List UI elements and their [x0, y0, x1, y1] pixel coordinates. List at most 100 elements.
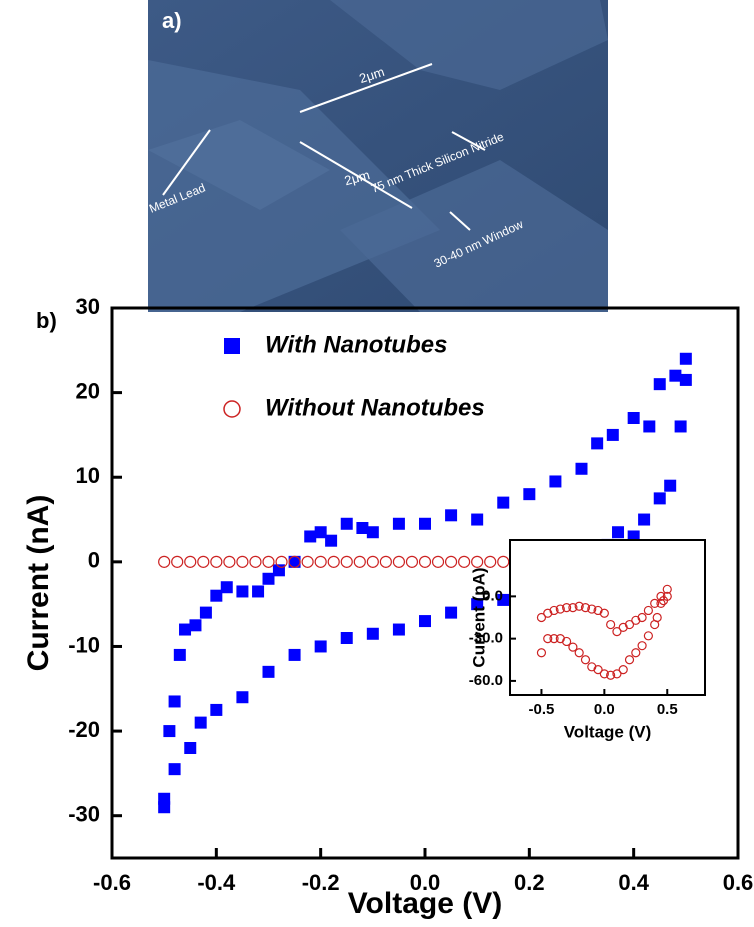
arrows [162, 63, 486, 231]
x-tick-label: 0.5 [657, 701, 678, 718]
data-point [314, 526, 327, 539]
data-point [210, 703, 223, 716]
data-point [612, 669, 622, 679]
data-point [549, 605, 559, 616]
data-point [658, 595, 669, 606]
y-tick-label: 10 [76, 463, 100, 488]
data-point [168, 695, 181, 708]
data-point [366, 627, 379, 640]
data-point [656, 598, 666, 609]
data-point [618, 665, 628, 675]
data-point [637, 612, 647, 623]
data-point [650, 619, 660, 630]
data-point [679, 352, 692, 365]
data-point [653, 378, 666, 391]
data-point [568, 642, 578, 652]
data-point [574, 648, 584, 658]
panel-a: a) 2μm 2μm Metal Lead 75 nm Thick Silico… [147, 0, 608, 312]
data-point [643, 420, 656, 433]
x-tick-label: -0.4 [197, 870, 236, 895]
data-point [612, 526, 625, 539]
plot-frame [509, 539, 706, 696]
data-point [653, 492, 666, 505]
legend-marker [223, 400, 241, 418]
x-tick-label: -0.6 [93, 870, 131, 895]
data-point [523, 488, 536, 501]
data-point [638, 513, 651, 526]
data-point [288, 555, 301, 568]
data-point [536, 612, 547, 623]
data-point [194, 716, 207, 729]
y-tick-label: 0.0 [482, 587, 503, 604]
data-point [471, 598, 484, 611]
y-tick-label: 0 [88, 548, 100, 573]
y-tick-label: -60.0 [469, 672, 503, 689]
data-point [650, 598, 660, 609]
data-point [591, 437, 604, 450]
y-tick-label: -20 [68, 717, 100, 742]
x-axis-title: Voltage (V) [564, 722, 652, 741]
data-point [431, 555, 445, 568]
data-point [304, 530, 317, 543]
data-point [314, 640, 327, 653]
y-tick-label: 20 [76, 378, 100, 403]
data-point [405, 555, 419, 568]
legend-label: With Nanotubes [265, 331, 447, 358]
x-axis-title: Voltage (V) [348, 887, 502, 920]
data-point [599, 608, 609, 618]
x-tick-label: 0.0 [410, 870, 441, 895]
data-point [580, 655, 591, 665]
data-point [327, 555, 340, 568]
y-tick-label: -30.0 [469, 630, 503, 647]
data-point [606, 670, 616, 680]
data-point [631, 648, 641, 658]
annotation: 2μm [343, 167, 372, 188]
y-tick-label: 30 [76, 294, 100, 319]
data-point [392, 623, 405, 636]
data-point [184, 742, 197, 754]
data-point [171, 555, 184, 568]
x-tick-label: 0.0 [594, 701, 615, 718]
data-point [236, 585, 249, 598]
data-point [624, 655, 635, 665]
data-point [353, 555, 366, 568]
data-point [210, 589, 223, 602]
data-point [606, 428, 619, 441]
data-point [549, 634, 559, 644]
data-point [249, 555, 262, 568]
x-tick-label: -0.5 [529, 701, 555, 718]
data-point [379, 555, 392, 568]
data-point [444, 555, 458, 568]
panel-label: a) [162, 8, 182, 33]
data-point [484, 555, 497, 568]
x-tick-label: 0.4 [618, 870, 649, 895]
data-point [184, 555, 197, 568]
data-point [366, 526, 379, 539]
data-point [643, 605, 653, 616]
data-point [574, 601, 584, 611]
data-point [587, 604, 597, 614]
data-point [418, 555, 432, 568]
data-point [419, 615, 431, 628]
data-point [458, 555, 471, 568]
membrane [148, 120, 330, 210]
data-point [173, 648, 186, 661]
data-point [637, 641, 647, 651]
data-point [262, 665, 275, 678]
data-point [471, 513, 484, 526]
data-point [549, 475, 562, 488]
data-point [624, 619, 635, 630]
data-point [340, 632, 353, 644]
data-point [445, 509, 458, 522]
data-point [236, 691, 249, 704]
data-point [189, 619, 202, 632]
data-point [568, 603, 578, 613]
data-point [419, 517, 431, 530]
data-point [562, 603, 572, 613]
x-tick-label: 0.2 [514, 870, 545, 895]
data-point [543, 634, 553, 644]
data-point [669, 369, 682, 382]
data-point [220, 581, 233, 594]
legend-label: Without Nanotubes [265, 394, 485, 421]
